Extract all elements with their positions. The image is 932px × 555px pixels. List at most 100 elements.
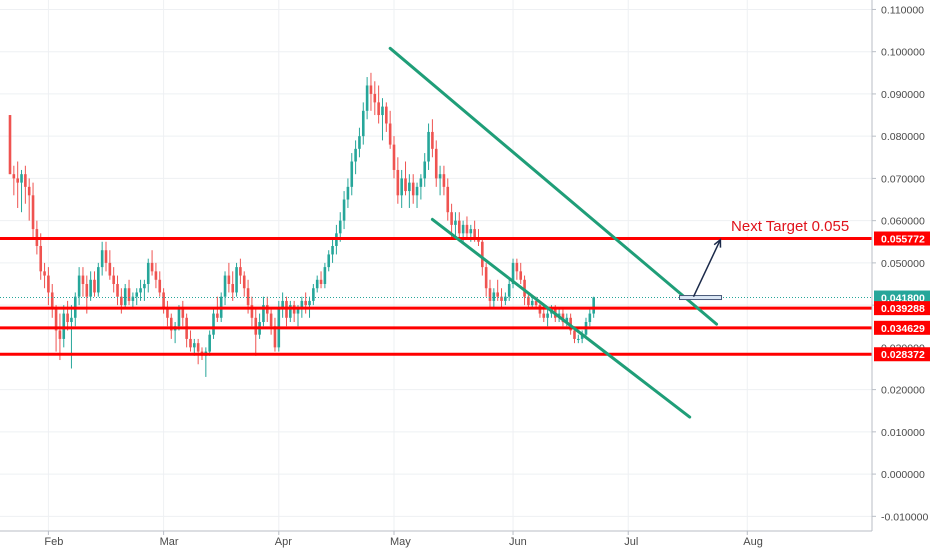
candle-body bbox=[8, 115, 12, 175]
candle-body bbox=[404, 178, 407, 192]
candle-body bbox=[461, 224, 465, 234]
candles bbox=[8, 72, 595, 377]
candle-body bbox=[411, 182, 415, 196]
candle-body bbox=[93, 279, 96, 293]
candle-body bbox=[561, 313, 565, 323]
candle-body bbox=[373, 93, 377, 103]
candle-body bbox=[500, 296, 503, 301]
horizontal-levels bbox=[0, 237, 872, 356]
candle-body bbox=[565, 317, 569, 323]
annotation-group: Next Target 0.055 bbox=[679, 218, 849, 301]
candle-body bbox=[588, 313, 592, 323]
candle-body bbox=[177, 309, 181, 327]
level-badge-label: 0.055772 bbox=[881, 234, 925, 246]
candle-body bbox=[150, 262, 154, 272]
candle-body bbox=[58, 330, 62, 339]
candle-body bbox=[289, 305, 292, 318]
level-badge bbox=[874, 231, 930, 246]
candle-body bbox=[47, 275, 50, 293]
candle-body bbox=[423, 161, 427, 179]
candle-body bbox=[523, 279, 526, 297]
candle-body bbox=[89, 279, 92, 297]
y-tick-label: 0.050000 bbox=[881, 258, 925, 270]
candle-body bbox=[146, 262, 150, 285]
level-badge bbox=[874, 320, 930, 335]
candle-body bbox=[135, 292, 139, 297]
candle-body bbox=[120, 296, 123, 306]
y-axis-panel bbox=[872, 0, 932, 550]
y-tick-label: 0.100000 bbox=[881, 47, 925, 59]
candle-body bbox=[511, 262, 515, 285]
candle-body bbox=[139, 288, 142, 293]
candle-body bbox=[12, 174, 16, 179]
candle-body bbox=[85, 284, 89, 297]
candle-body bbox=[457, 220, 461, 234]
candle-body bbox=[16, 178, 19, 183]
candle-body bbox=[296, 309, 300, 314]
candle-body bbox=[189, 338, 192, 348]
trend-lines bbox=[388, 46, 719, 419]
annotation-text: Next Target 0.055 bbox=[731, 218, 849, 235]
candle-body bbox=[308, 300, 311, 306]
level-badge-label: 0.034629 bbox=[881, 323, 925, 335]
y-tick-label: 0.080000 bbox=[881, 131, 925, 143]
candle-body bbox=[519, 271, 523, 280]
y-tick-label: 0.000000 bbox=[881, 469, 925, 481]
candle-body bbox=[323, 267, 327, 285]
candle-body bbox=[269, 313, 273, 327]
candle-body bbox=[434, 148, 438, 179]
candle-body bbox=[97, 267, 100, 293]
candle-body bbox=[419, 178, 423, 187]
candle-body bbox=[319, 279, 323, 285]
y-tick-label: 0.020000 bbox=[881, 385, 925, 397]
candle-body bbox=[431, 131, 434, 149]
trend-line bbox=[388, 46, 719, 326]
y-tick-label: 0.090000 bbox=[881, 89, 925, 101]
x-tick-label: May bbox=[390, 536, 411, 548]
candle-body bbox=[415, 186, 419, 196]
candle-body bbox=[312, 288, 315, 301]
candle-body bbox=[212, 313, 215, 335]
candle-body bbox=[592, 297, 595, 314]
candle-body bbox=[39, 245, 43, 272]
candle-body bbox=[108, 262, 112, 276]
candle-body bbox=[304, 300, 307, 306]
candle-body bbox=[369, 85, 373, 94]
candle-body bbox=[81, 275, 85, 285]
candle-body bbox=[250, 305, 254, 318]
candle-body bbox=[492, 292, 496, 301]
x-tick-label: Jun bbox=[509, 536, 527, 548]
y-tick-label: -0.010000 bbox=[881, 511, 928, 523]
candle-body bbox=[104, 250, 108, 263]
candle-body bbox=[473, 229, 476, 238]
candle-body bbox=[530, 300, 534, 306]
candle-body bbox=[580, 334, 584, 339]
candle-body bbox=[408, 182, 411, 192]
arrow-head-icon bbox=[713, 238, 722, 248]
candle-body bbox=[546, 313, 549, 318]
candle-body bbox=[154, 271, 158, 280]
candle-body bbox=[507, 284, 511, 297]
candle-body bbox=[143, 284, 146, 289]
candle-body bbox=[469, 229, 473, 234]
candle-body bbox=[496, 292, 499, 297]
candle-body bbox=[573, 330, 576, 339]
candle-body bbox=[20, 174, 23, 183]
candle-body bbox=[70, 317, 73, 323]
candle-body bbox=[377, 102, 380, 116]
candle-body bbox=[66, 313, 69, 323]
candle-body bbox=[454, 220, 457, 225]
candle-body bbox=[181, 309, 185, 318]
candle-body bbox=[169, 317, 173, 331]
candle-body bbox=[542, 313, 546, 318]
candle-body bbox=[465, 224, 469, 234]
candle-body bbox=[361, 110, 365, 137]
candle-body bbox=[385, 106, 388, 124]
candle-body bbox=[127, 288, 131, 301]
candle-body bbox=[193, 343, 196, 348]
candle-body bbox=[534, 300, 538, 306]
x-tick-label: Feb bbox=[44, 536, 63, 548]
